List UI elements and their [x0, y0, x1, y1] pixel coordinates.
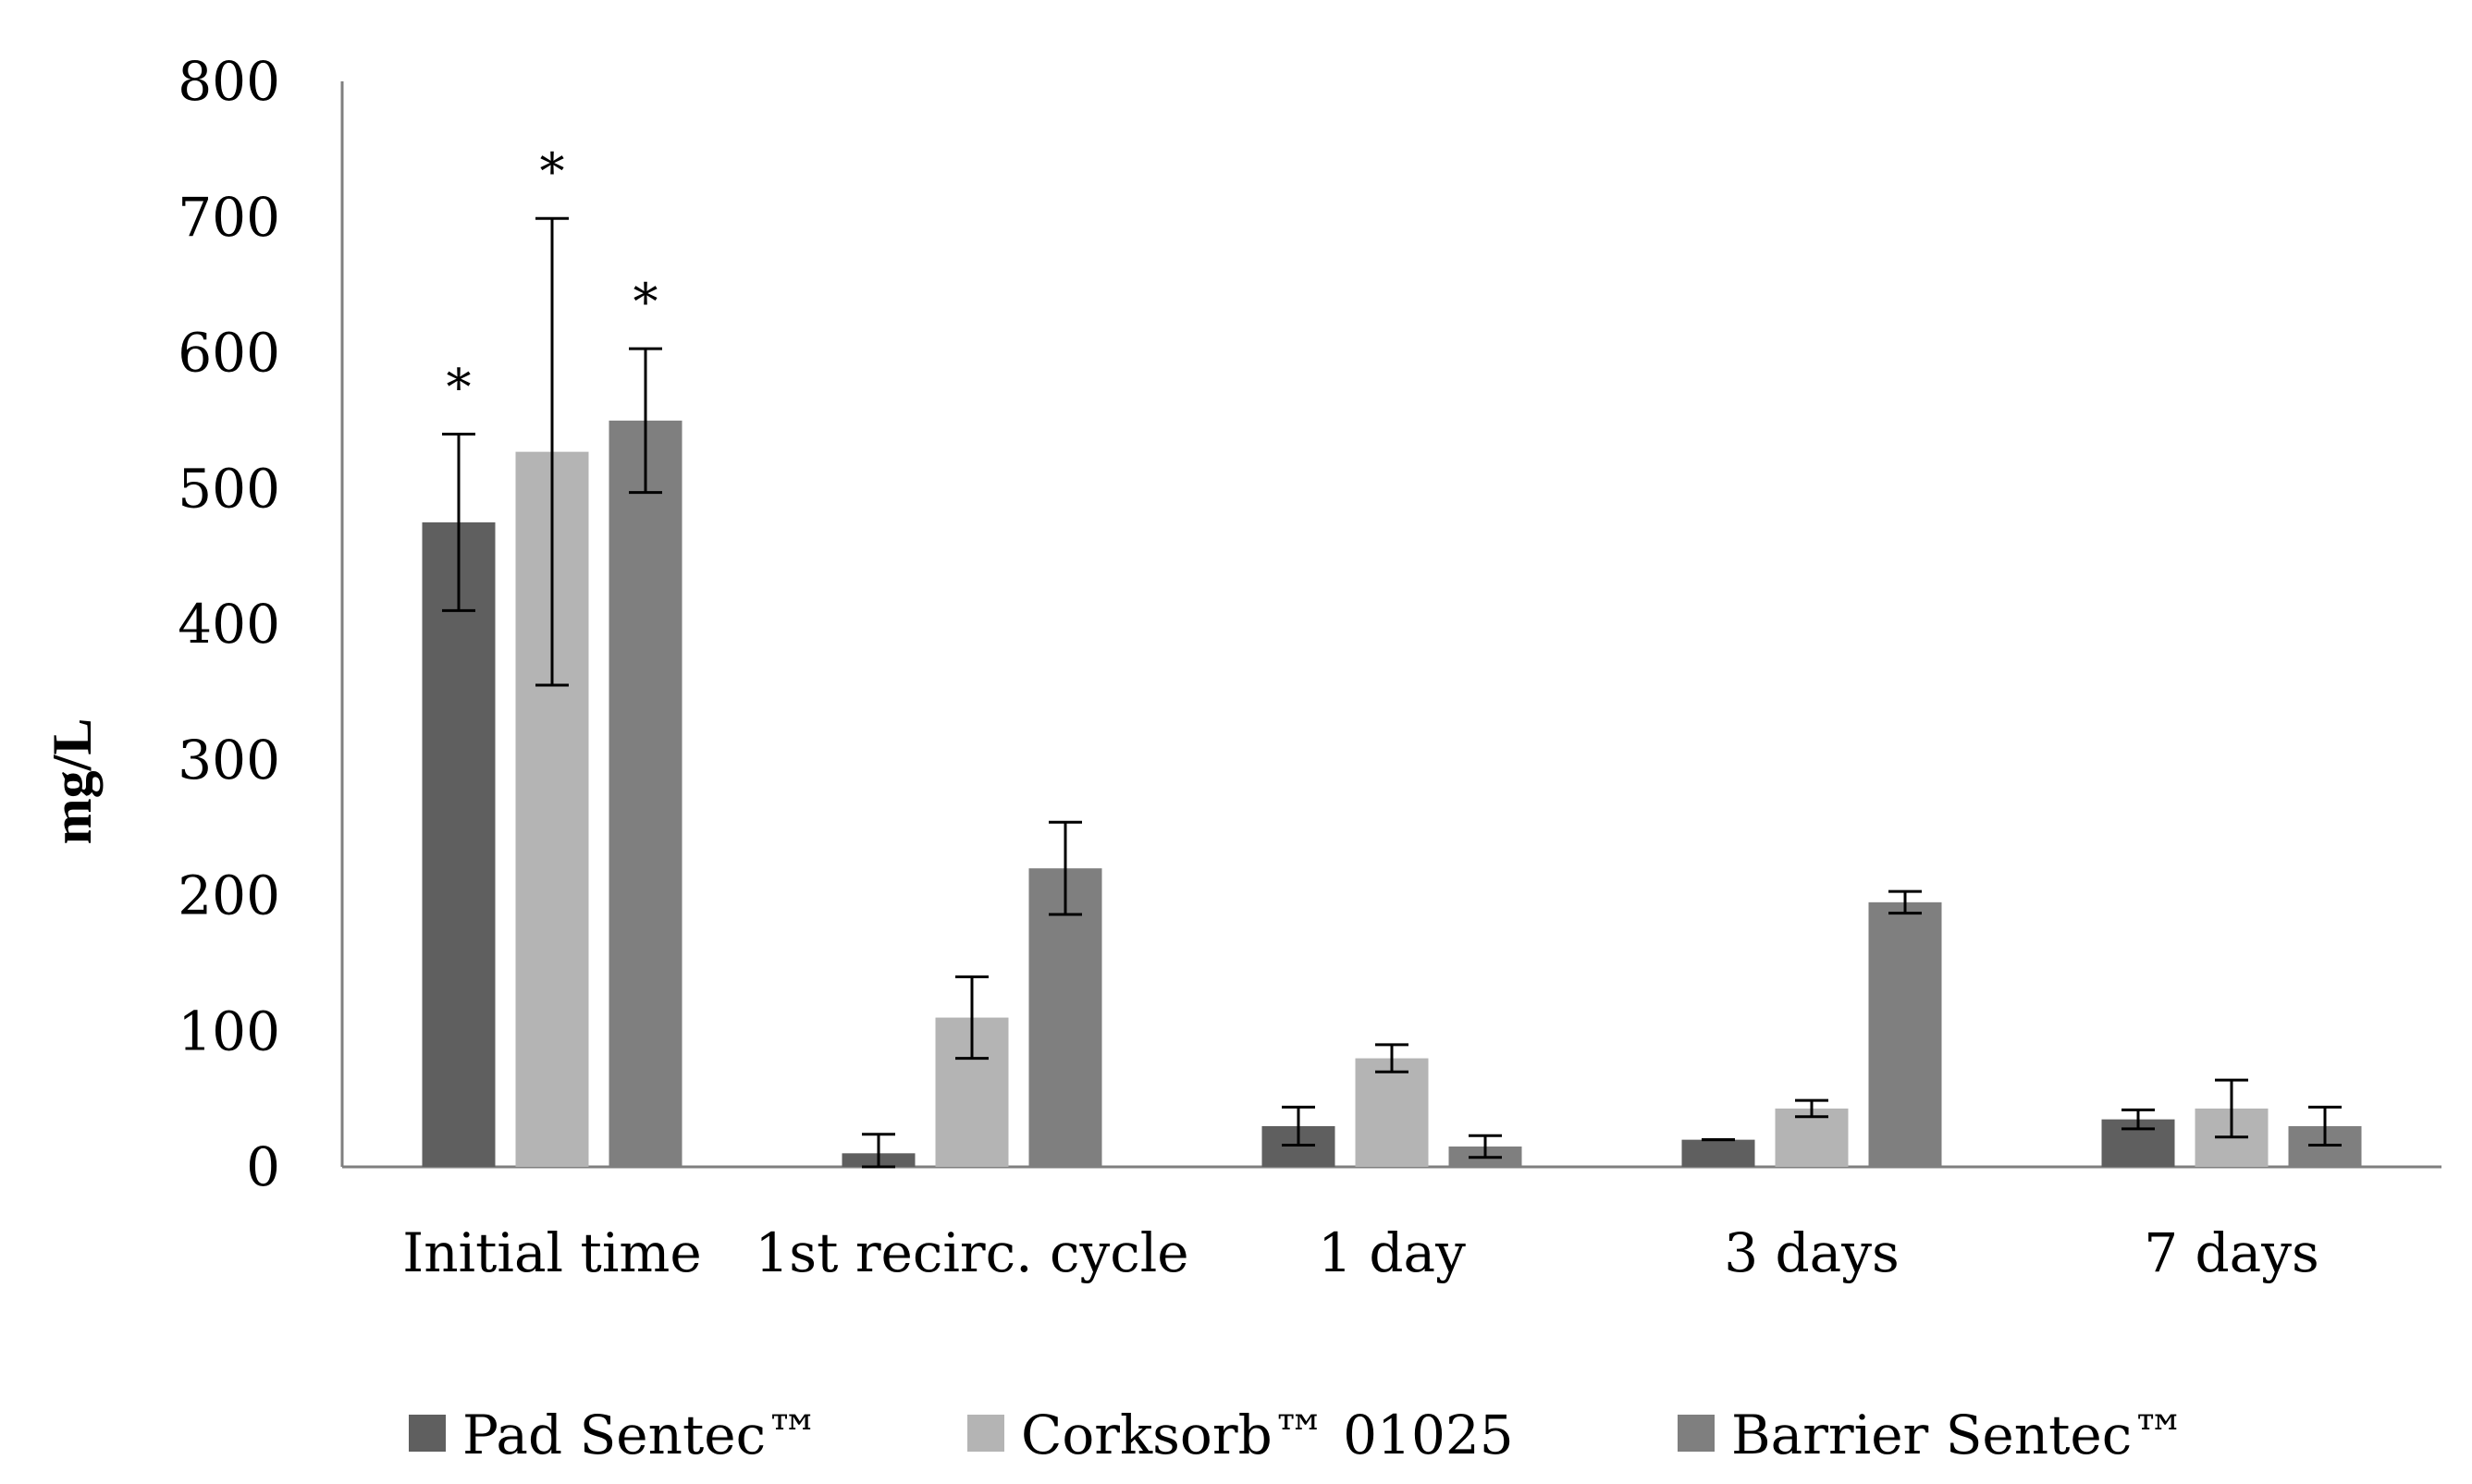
- bar: [1028, 868, 1102, 1167]
- axes: 0 100 200 300 400 500 600 700 800 Initial time 1st…: [178, 50, 2441, 1284]
- legend-label: Corksorb™ 01025: [1021, 1404, 1514, 1466]
- legend-label: Barrier Sentec™: [1731, 1404, 2185, 1466]
- y-tick-label: 400: [178, 593, 280, 656]
- x-category-label: 1 day: [1318, 1221, 1466, 1284]
- bar: [1775, 1108, 1849, 1167]
- bars: [422, 420, 2362, 1167]
- legend-swatch: [409, 1415, 446, 1452]
- bar: [422, 521, 496, 1167]
- y-tick-label: 800: [178, 50, 280, 113]
- x-category-label: 7 days: [2144, 1221, 2319, 1284]
- significance-marker: *: [447, 359, 472, 417]
- x-category-label: 1st recirc. cycle: [755, 1221, 1188, 1284]
- y-tick-label: 300: [178, 729, 280, 791]
- bar: [1868, 901, 1942, 1167]
- y-tick-label: 200: [178, 865, 280, 927]
- bar: [609, 420, 683, 1167]
- legend: Pad Sentec™ Corksorb™ 01025 Barrier Sentec…: [409, 1404, 2185, 1466]
- bar: [1355, 1058, 1429, 1167]
- legend-label: Pad Sentec™: [462, 1404, 819, 1466]
- bar: [1681, 1139, 1755, 1167]
- legend-swatch: [1678, 1415, 1715, 1452]
- y-tick-label: 600: [178, 322, 280, 385]
- legend-swatch: [967, 1415, 1004, 1452]
- y-tick-label: 100: [178, 1000, 280, 1062]
- y-axis-label: mg/L: [42, 718, 103, 845]
- x-category-label: Initial time: [402, 1221, 701, 1284]
- significance-marker: *: [633, 273, 658, 331]
- y-tick-label: 700: [178, 186, 280, 249]
- y-tick-label: 0: [246, 1135, 280, 1198]
- y-tick-label: 500: [178, 457, 280, 520]
- x-category-label: 3 days: [1724, 1221, 1900, 1284]
- significance-annotations: * * *: [447, 142, 658, 416]
- error-bars: [442, 216, 2342, 1169]
- significance-marker: *: [540, 142, 565, 201]
